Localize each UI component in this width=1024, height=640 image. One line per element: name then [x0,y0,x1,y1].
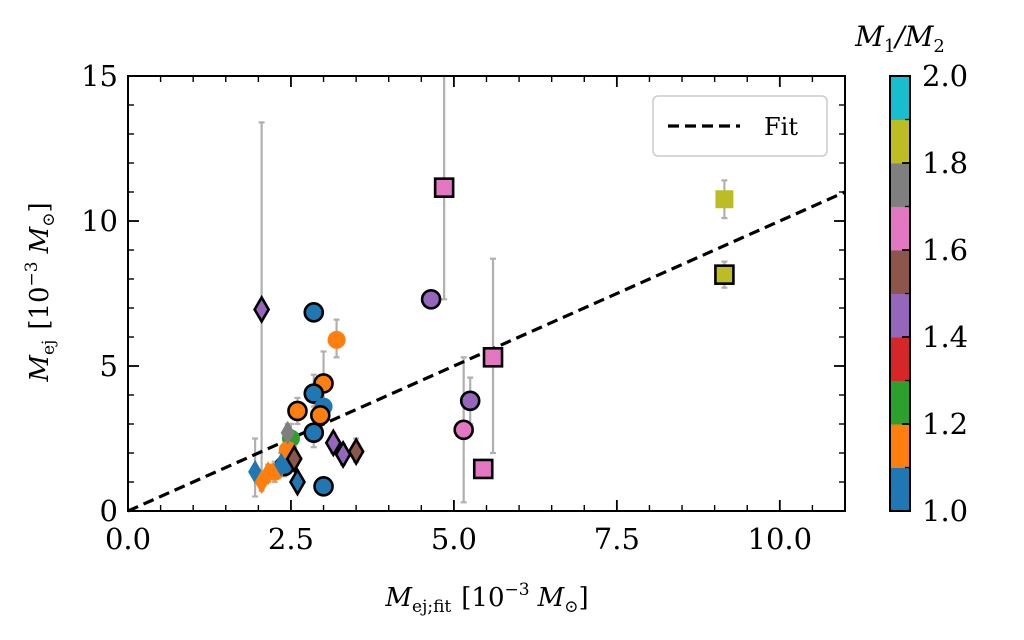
colorbar: 1.0 1.2 1.4 1.6 1.8 2.0 [889,59,968,528]
colorbar-tick-label: 1.4 [922,320,968,354]
data-point-circle [327,330,346,349]
colorbar-segment [890,424,910,468]
colorbar-title: M1/M2 [854,20,945,57]
axes: 0.0 2.5 5.0 7.5 10.0 0 5 10 15 [81,59,846,556]
colorbar-segment [890,293,910,338]
colorbar-segment [890,250,910,294]
data-point-diamond [334,439,352,470]
data-points [248,177,735,497]
colorbar-segment [890,380,910,425]
colorbar-tick-label: 1.2 [922,407,968,441]
data-point-square [715,190,734,209]
data-point-circle [309,404,331,426]
data-point-square [714,264,735,285]
y-axis-label: Mej[10−3M⊙] [22,202,59,382]
data-point-circle [459,390,481,412]
data-point-circle [420,288,442,310]
data-point-diamond [280,420,295,445]
legend: Fit [652,95,828,157]
data-point-diamond [261,461,276,486]
data-point-diamond [248,459,263,484]
x-tick-label: 5.0 [431,522,477,556]
colorbar-segment [890,76,910,120]
data-point-circle [313,476,334,497]
x-tick-label: 7.5 [594,522,640,556]
data-point-diamond [347,436,365,467]
colorbar-segment [890,337,910,381]
y-tick-label: 0 [100,494,118,528]
data-point-circle [303,302,325,323]
data-point-circle [287,400,308,422]
colorbar-segment [890,119,910,164]
data-point-diamond [274,452,289,477]
colorbar-segment [890,206,910,251]
data-point-square [482,346,504,368]
colorbar-tick-label: 2.0 [922,59,968,93]
y-tick-label: 15 [81,59,118,93]
colorbar-tick-label: 1.0 [922,494,968,528]
y-tick-label: 5 [100,349,118,383]
colorbar-segment [890,467,910,512]
data-point-circle [303,422,325,444]
data-point-circle [303,383,325,404]
colorbar-tick-label: 1.6 [922,233,968,267]
data-point-diamond [288,467,306,497]
data-point-diamond [324,428,342,458]
data-point-circle [453,419,474,441]
data-point-square [472,458,494,480]
x-axis-label: Mej;fit [10−3 M⊙] [384,580,588,617]
x-tick-label: 10.0 [748,522,813,556]
y-tick-label: 10 [81,204,118,238]
colorbar-tick-label: 1.8 [922,146,968,180]
data-point-square [433,177,455,198]
x-tick-label: 0.0 [105,522,151,556]
data-point-diamond [253,294,271,325]
data-point-diamond [285,444,303,474]
colorbar-segment [890,163,910,207]
legend-fit-label: Fit [764,113,798,141]
x-tick-label: 2.5 [268,522,314,556]
